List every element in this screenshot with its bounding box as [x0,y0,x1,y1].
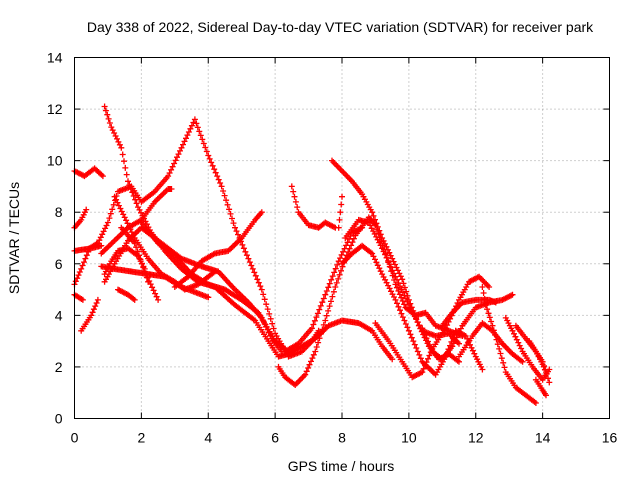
series-pass-14 [115,286,138,303]
series-pass-6 [78,296,101,334]
series-pass-20 [282,224,366,355]
x-tick-label: 6 [271,430,279,446]
y-tick-label: 14 [47,50,63,66]
series-pass-19 [288,183,339,231]
data-point-markers [335,193,345,231]
data-point-markers [532,376,549,399]
data-point-markers [479,284,539,406]
y-tick-label: 2 [55,359,63,375]
y-tick-label: 6 [55,256,63,272]
data-point-markers [512,322,553,386]
axis-ticks: 0 2 4 6 8 10 12 14 16 0 2 4 6 8 10 12 14 [47,50,618,446]
grid [74,57,610,419]
chart-title: Day 338 of 2022, Sidereal Day-to-day VTE… [87,19,594,35]
data-point-markers [282,224,366,355]
x-tick-label: 16 [602,430,618,446]
data-point-markers [502,314,553,383]
series-pass-24 [335,193,345,231]
y-tick-label: 4 [55,307,63,323]
data-point-markers [118,224,162,303]
y-tick-label: 12 [47,101,63,117]
data-point-markers [94,116,322,360]
x-tick-label: 10 [401,430,417,446]
series-pass-16 [138,219,289,352]
x-tick-label: 14 [535,430,551,446]
data-point-markers [372,273,493,381]
series-pass-15 [118,224,162,303]
x-tick-label: 2 [137,430,145,446]
series-pass-33 [532,376,549,399]
y-tick-label: 10 [47,153,63,169]
y-axis-label: SDTVAR / TECUs [6,182,22,294]
series-pass-30 [502,314,553,383]
plot-frame [74,57,610,419]
series-pass-17 [171,209,265,290]
data-point-markers [115,286,138,303]
y-tick-label: 8 [55,204,63,220]
x-axis-label: GPS time / hours [288,458,395,474]
data-point-markers [138,219,289,352]
data-points [71,103,553,406]
data-point-markers [288,183,339,231]
x-tick-label: 0 [71,430,79,446]
series-pass-13 [111,193,218,293]
y-tick-label: 0 [55,411,63,427]
series-pass-32 [512,322,553,386]
data-point-markers [111,193,218,293]
x-tick-label: 4 [204,430,212,446]
x-tick-label: 12 [468,430,484,446]
data-point-markers [78,296,101,334]
x-tick-label: 8 [338,430,346,446]
series-pass-29 [479,284,539,406]
data-point-markers [171,209,265,290]
series-pass-8 [94,116,322,360]
series-pass-25 [372,273,493,381]
